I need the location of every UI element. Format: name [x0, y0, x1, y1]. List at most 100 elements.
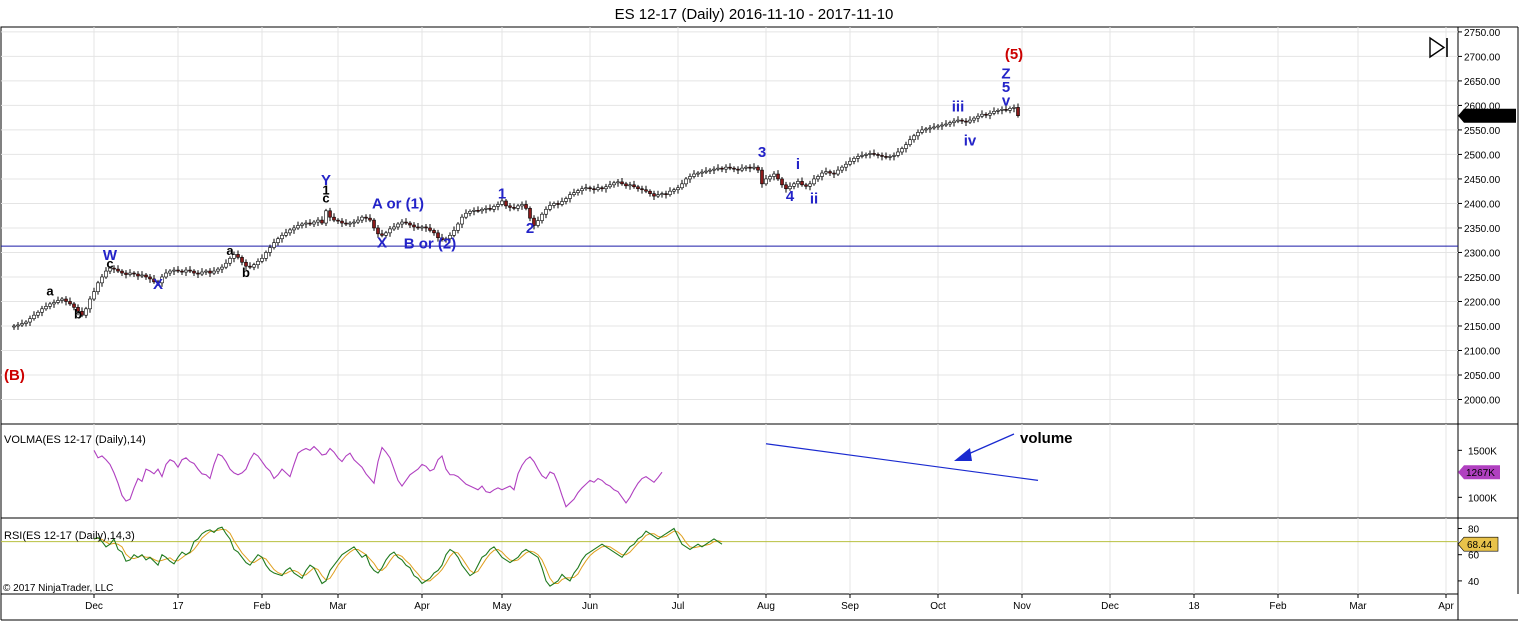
candle-body: [436, 232, 440, 239]
x-tick-label: 17: [172, 601, 184, 612]
price-panel: 2000.00 2050.00 2100.00 2150.00 2200.00 2250.…: [0, 26, 1518, 425]
candle-body: [332, 216, 336, 221]
wave-label: i: [796, 156, 800, 173]
candle: [1016, 103, 1020, 118]
candle-body: [984, 113, 988, 116]
candle: [376, 225, 380, 238]
panel-frame: [0, 26, 1459, 425]
candle-body: [148, 276, 152, 280]
candle: [604, 183, 608, 193]
candle: [588, 185, 592, 192]
candle-body: [348, 222, 352, 225]
candle-body: [580, 188, 584, 192]
candle: [884, 152, 888, 160]
candle-body: [972, 117, 976, 121]
candle-body: [756, 166, 760, 171]
candle-body: [812, 178, 816, 185]
arrow-shaft: [965, 433, 1015, 456]
candle: [116, 265, 120, 274]
candle-body: [656, 194, 660, 197]
candle: [100, 274, 104, 287]
candle: [776, 170, 780, 181]
arrow-head: [954, 448, 972, 461]
candle: [248, 262, 252, 270]
candle: [448, 232, 452, 243]
candle-body: [424, 226, 428, 229]
candle: [740, 164, 744, 173]
wave-label: Y: [321, 172, 331, 189]
candle-body: [444, 238, 448, 241]
candle: [80, 307, 84, 318]
candle: [84, 306, 88, 319]
candle-body: [440, 237, 444, 241]
chart-title: ES 12-17 (Daily) 2016-11-10 - 2017-11-10: [615, 6, 894, 23]
candle: [840, 165, 844, 174]
candle: [452, 226, 456, 238]
candle-body: [816, 176, 820, 180]
candle-body: [516, 205, 520, 209]
candle-body: [92, 291, 96, 300]
rsi-last-marker: [1457, 536, 1499, 552]
candle: [808, 180, 812, 191]
candle: [972, 116, 976, 124]
candle: [980, 110, 984, 119]
candle-body: [264, 252, 268, 259]
candle: [952, 118, 956, 127]
wave-label: b: [242, 265, 250, 280]
candle: [184, 267, 188, 276]
y-tick-label: 2300.00: [1464, 248, 1501, 259]
candle-body: [220, 266, 224, 270]
candle-body: [492, 206, 496, 210]
candle-body: [776, 173, 780, 180]
candle: [372, 218, 376, 231]
candle-body: [636, 186, 640, 190]
candle: [268, 244, 272, 257]
candle-body: [260, 258, 264, 262]
candle: [356, 216, 360, 225]
y-tick-label: 2650.00: [1464, 77, 1501, 88]
candle: [216, 267, 220, 275]
candle-body: [64, 298, 68, 302]
candle: [964, 118, 968, 127]
candle: [72, 301, 76, 311]
candle-body: [648, 190, 652, 194]
candle: [196, 270, 200, 278]
candle-body: [524, 204, 528, 209]
candle: [708, 168, 712, 175]
candle-body: [692, 173, 696, 177]
candle-body: [172, 269, 176, 272]
candle-body: [512, 207, 516, 209]
candle: [140, 271, 144, 278]
candle: [500, 197, 504, 207]
candle-body: [860, 155, 864, 157]
candle-body: [268, 247, 272, 253]
candle-body: [868, 153, 872, 155]
candle: [656, 190, 660, 199]
candle-body: [100, 276, 104, 284]
play-forward-icon[interactable]: [1429, 36, 1448, 59]
y-tick-label: 2000.00: [1464, 395, 1501, 406]
candle: [716, 164, 720, 172]
wave-label: ii: [810, 190, 818, 207]
candle-body: [572, 192, 576, 195]
candle: [880, 152, 884, 161]
candle: [728, 163, 732, 171]
wave-label: (5): [1005, 46, 1023, 63]
candle-body: [152, 278, 156, 283]
candle: [336, 218, 340, 225]
candle: [212, 267, 216, 276]
candle-body: [484, 208, 488, 210]
candle: [308, 219, 312, 226]
candle-body: [304, 222, 308, 225]
candle: [720, 166, 724, 173]
candle: [480, 207, 484, 214]
candle-body: [36, 311, 40, 316]
y-tick-label: 2750.00: [1464, 28, 1501, 39]
candle: [512, 203, 516, 211]
candle-body: [252, 264, 256, 268]
candle: [668, 187, 672, 197]
candle-body: [384, 232, 388, 236]
candle: [896, 148, 900, 158]
candle-body: [528, 208, 532, 219]
candle: [892, 152, 896, 161]
